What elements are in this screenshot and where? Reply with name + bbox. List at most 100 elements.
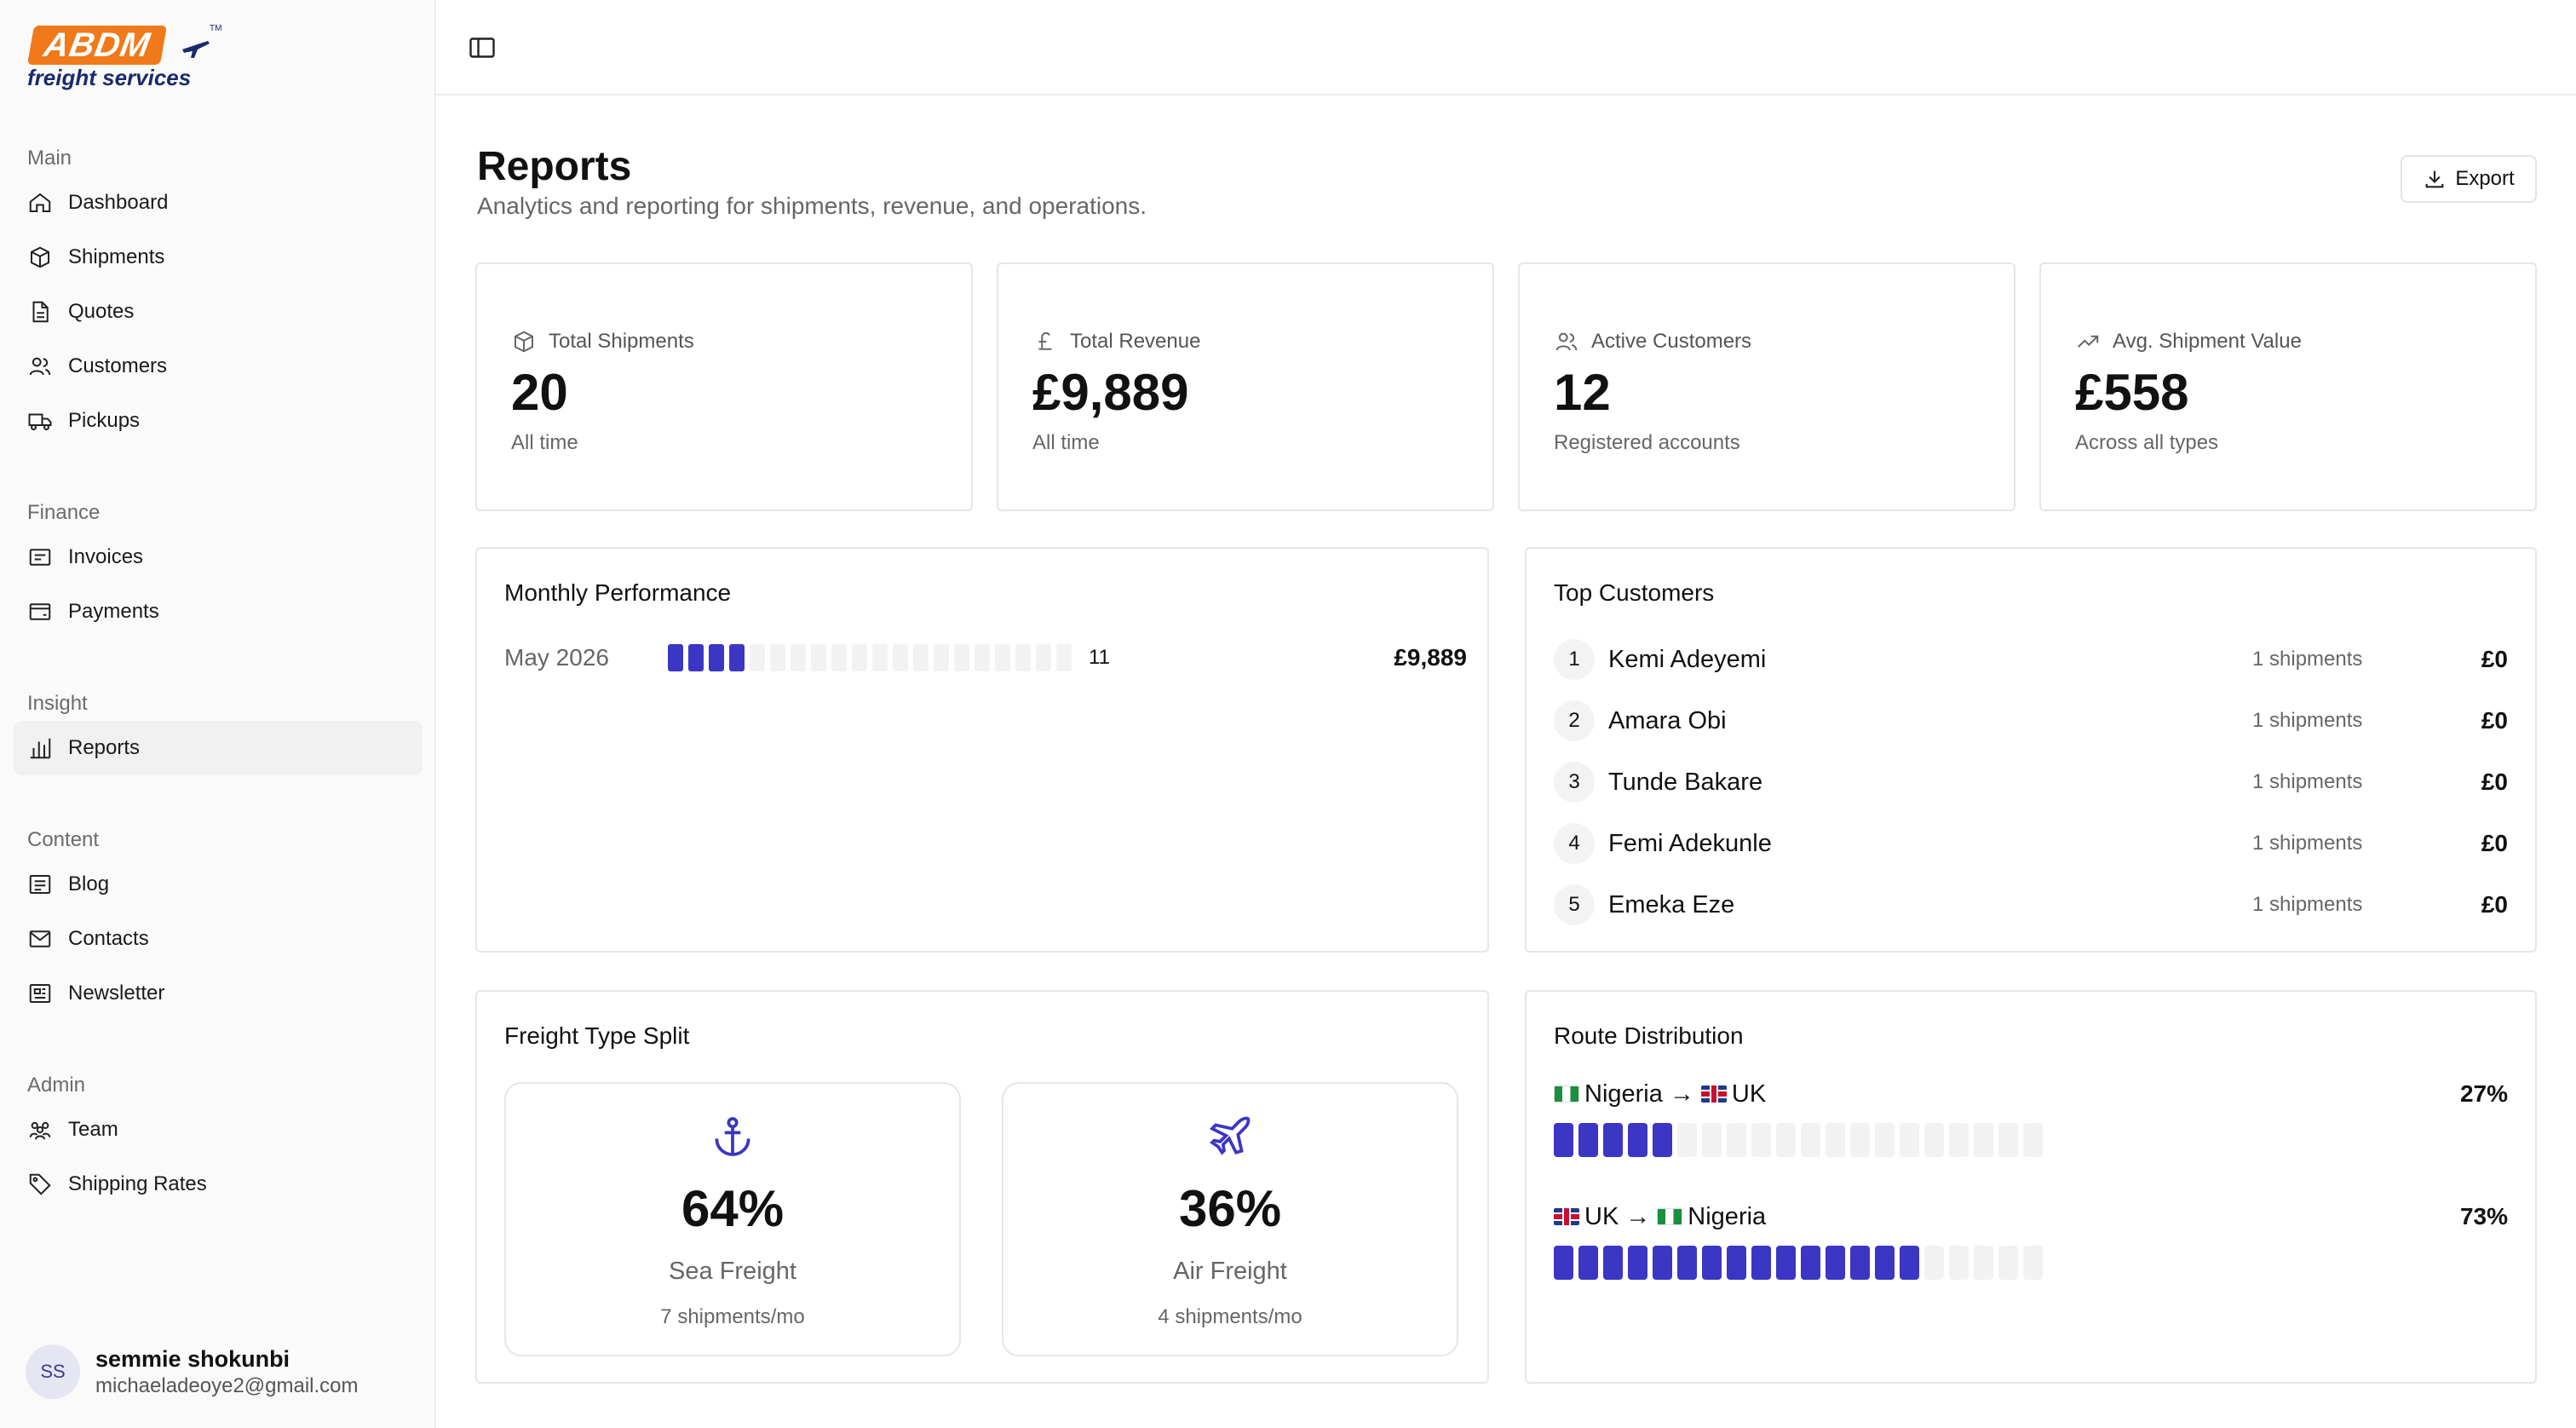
customer-shipments: 1 shipments xyxy=(2252,893,2363,916)
receipt-icon xyxy=(29,549,51,566)
nav-heading: Insight xyxy=(27,692,88,715)
bar-segment-empty xyxy=(1974,1123,1993,1157)
export-button[interactable]: Export xyxy=(2401,155,2537,203)
anchor-icon xyxy=(715,1117,750,1156)
bar-segment-empty xyxy=(1776,1123,1796,1157)
sidebar-item-team[interactable]: Team xyxy=(14,1103,423,1157)
table-row[interactable]: 4 Femi Adekunle 1 shipments £0 xyxy=(1554,823,2508,864)
bar-segment-empty xyxy=(2023,1123,2043,1157)
bar-segment-filled xyxy=(1702,1246,1722,1280)
bar-segment-filled xyxy=(1578,1123,1598,1157)
rank-badge: 5 xyxy=(1554,884,1595,925)
user-profile[interactable]: SS semmie shokunbi michaeladeoye2@gmail.… xyxy=(26,1345,359,1399)
sidebar-item-newsletter[interactable]: Newsletter xyxy=(14,966,423,1021)
customer-revenue: £0 xyxy=(2481,769,2508,795)
wallet-icon xyxy=(29,603,51,620)
stat-sub: Registered accounts xyxy=(1554,431,1740,454)
page-subtitle: Analytics and reporting for shipments, r… xyxy=(477,193,1147,219)
freight-type-sea[interactable]: 64% Sea Freight 7 shipments/mo xyxy=(504,1082,961,1356)
bar-segment-empty xyxy=(975,644,990,671)
uk-flag-icon xyxy=(1700,1085,1727,1103)
sidebar-item-pickups[interactable]: Pickups xyxy=(14,394,423,448)
user-email: michaeladeoye2@gmail.com xyxy=(95,1373,359,1397)
nav-group-finance: Finance Invoices Payments xyxy=(14,496,423,639)
bar-segment-empty xyxy=(1826,1123,1845,1157)
nigeria-flag-icon xyxy=(1554,1085,1579,1103)
route-progress-bar xyxy=(1554,1123,2508,1157)
bar-segment-filled xyxy=(1578,1246,1598,1280)
plane-logo-icon xyxy=(182,41,210,58)
bar-segment-empty xyxy=(1924,1246,1944,1280)
bar-segment-filled xyxy=(1653,1123,1672,1157)
sidebar-item-reports[interactable]: Reports xyxy=(14,721,423,775)
home-icon xyxy=(29,193,51,212)
brand-logo[interactable]: ABDM TM freight services xyxy=(26,24,221,95)
sidebar-item-label: Team xyxy=(68,1118,118,1141)
freight-sub: 4 shipments/mo xyxy=(1158,1305,1302,1328)
stat-label-text: Total Revenue xyxy=(1070,330,1201,353)
users-icon xyxy=(1555,332,1578,351)
sidebar-toggle-icon[interactable] xyxy=(467,32,497,63)
sidebar-item-label: Shipping Rates xyxy=(68,1172,207,1195)
bar-segment-filled xyxy=(1554,1123,1573,1157)
user-name: semmie shokunbi xyxy=(95,1345,290,1372)
freight-type-air[interactable]: 36% Air Freight 4 shipments/mo xyxy=(1002,1082,1458,1356)
route-arrow: → xyxy=(1669,1080,1694,1108)
stat-value: £558 xyxy=(2075,364,2189,421)
bar-segment-filled xyxy=(1628,1123,1647,1157)
sidebar-item-invoices[interactable]: Invoices xyxy=(14,530,423,584)
bar-segment-filled xyxy=(1628,1246,1647,1280)
box-icon xyxy=(515,331,533,353)
customer-revenue: £0 xyxy=(2481,891,2508,918)
customer-name: Amara Obi xyxy=(1608,706,1727,734)
logo-trademark: TM xyxy=(210,24,222,33)
sidebar-item-blog[interactable]: Blog xyxy=(14,857,423,912)
sidebar: ABDM TM freight services Main Dashboard … xyxy=(0,0,436,1428)
bar-segment-empty xyxy=(1702,1123,1722,1157)
bar-segment-empty xyxy=(1036,644,1051,671)
bar-segment-filled xyxy=(1801,1246,1820,1280)
sidebar-item-customers[interactable]: Customers xyxy=(14,339,423,394)
stat-label: Avg. Shipment Value xyxy=(2075,329,2302,354)
bar-segment-empty xyxy=(1727,1123,1746,1157)
topbar xyxy=(436,0,2576,95)
pound-icon xyxy=(1038,331,1052,350)
sidebar-item-shipments[interactable]: Shipments xyxy=(14,230,423,285)
sidebar-item-payments[interactable]: Payments xyxy=(14,584,423,639)
download-icon xyxy=(2425,170,2444,188)
sidebar-item-contacts[interactable]: Contacts xyxy=(14,912,423,966)
stat-card-active-customers: Active Customers 12 Registered accounts xyxy=(1518,262,2015,511)
stat-value: £9,889 xyxy=(1032,364,1189,421)
table-row[interactable]: 5 Emeka Eze 1 shipments £0 xyxy=(1554,884,2508,925)
bar-segment-filled xyxy=(1603,1123,1623,1157)
newspaper-icon xyxy=(29,984,51,1003)
route-progress-bar xyxy=(1554,1246,2508,1280)
article-icon xyxy=(29,875,51,894)
table-row[interactable]: 3 Tunde Bakare 1 shipments £0 xyxy=(1554,762,2508,803)
rank-badge: 4 xyxy=(1554,823,1595,864)
customer-name: Femi Adekunle xyxy=(1608,829,1772,857)
sidebar-item-quotes[interactable]: Quotes xyxy=(14,285,423,339)
nav-heading: Main xyxy=(27,147,72,170)
sidebar-item-label: Pickups xyxy=(68,409,141,432)
sidebar-item-shipping-rates[interactable]: Shipping Rates xyxy=(14,1157,423,1212)
bar-segment-empty xyxy=(1677,1123,1697,1157)
sidebar-item-label: Invoices xyxy=(68,545,144,568)
bar-segment-empty xyxy=(1949,1123,1969,1157)
mail-icon xyxy=(29,930,51,947)
bar-segment-empty xyxy=(995,644,1010,671)
customer-shipments: 1 shipments xyxy=(2252,709,2363,732)
customer-revenue: £0 xyxy=(2481,646,2508,672)
table-row[interactable]: 1 Kemi Adeyemi 1 shipments £0 xyxy=(1554,639,2508,680)
stat-sub: All time xyxy=(1032,431,1100,454)
sidebar-item-dashboard[interactable]: Dashboard xyxy=(14,176,423,230)
stat-sub: Across all types xyxy=(2075,431,2219,454)
bar-segment-empty xyxy=(934,644,949,671)
bar-segment-filled xyxy=(1653,1246,1672,1280)
nav-group-content: Content Blog Contacts Newsletter xyxy=(14,823,423,1021)
table-row[interactable]: 2 Amara Obi 1 shipments £0 xyxy=(1554,700,2508,741)
bar-segment-empty xyxy=(954,644,969,671)
bar-segment-filled xyxy=(1603,1246,1623,1280)
route-item: UK → Nigeria 73% xyxy=(1554,1200,2508,1280)
bar-segment-filled xyxy=(709,644,724,671)
